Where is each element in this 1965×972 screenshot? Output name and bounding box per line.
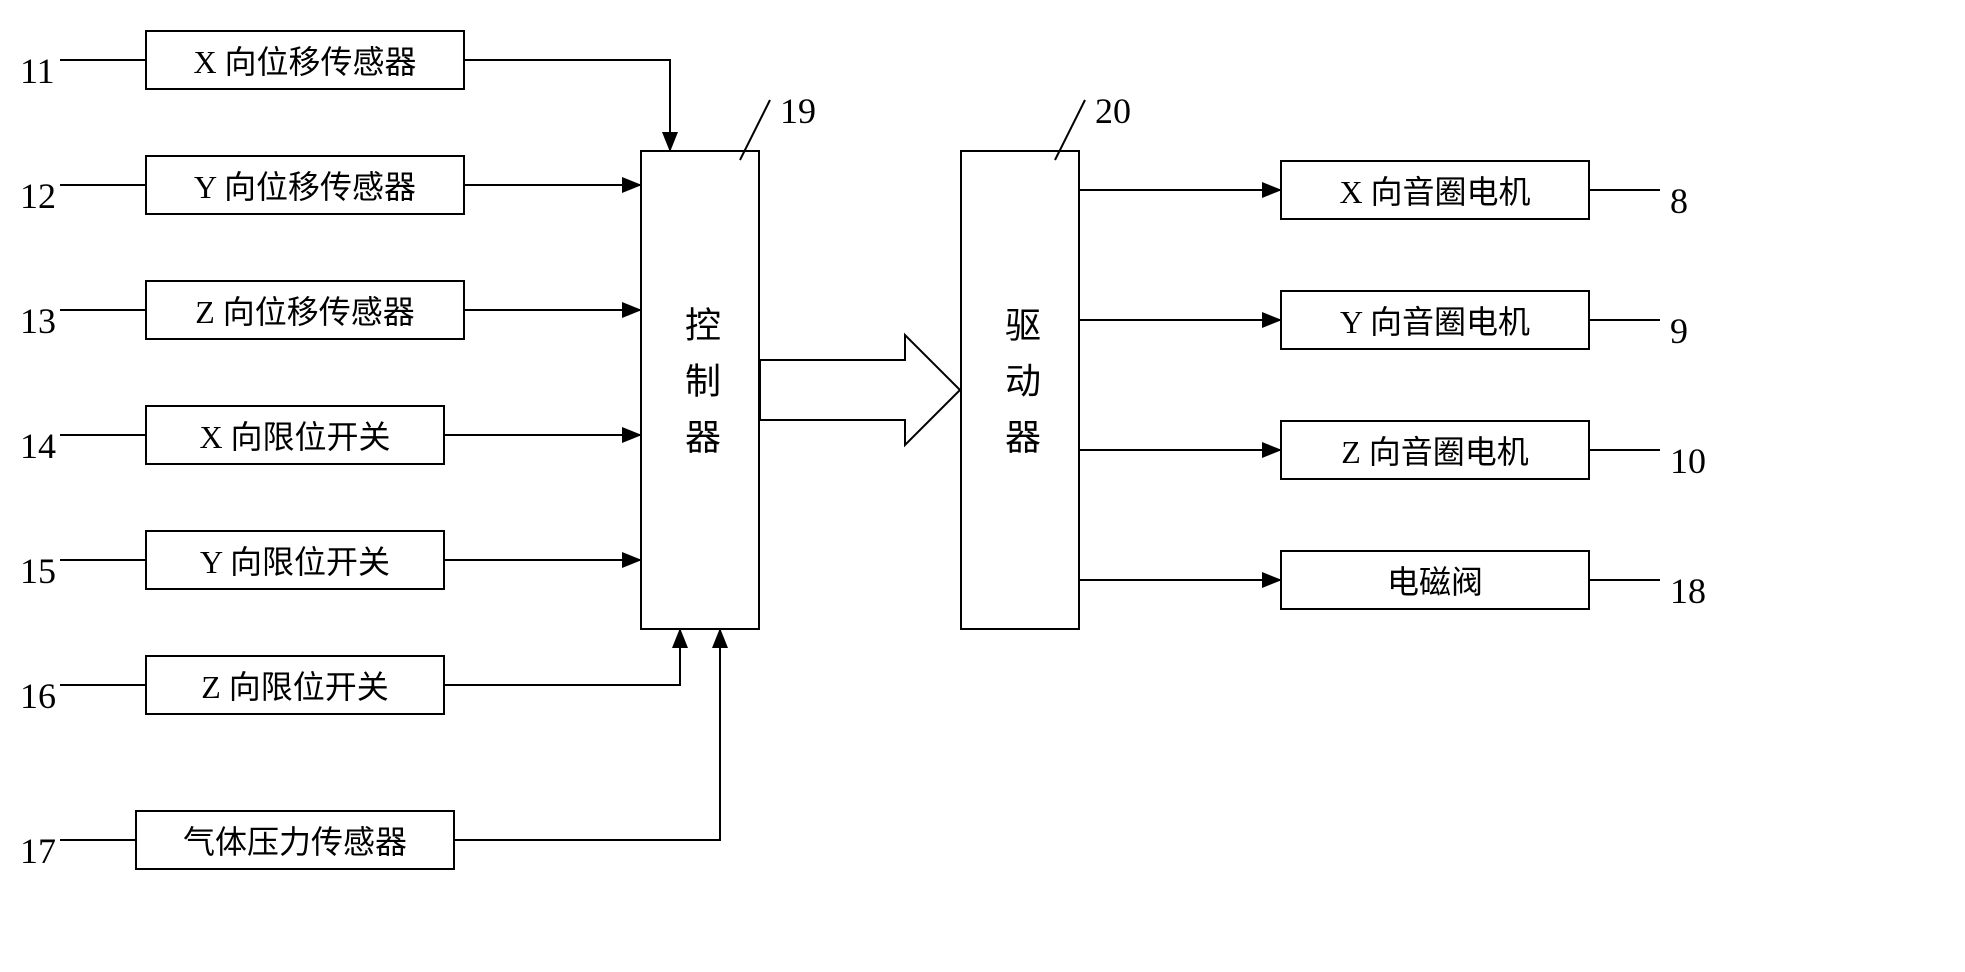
block-19: 控制器 [640, 150, 760, 630]
block-arrow [760, 335, 960, 445]
block-16: Z 向限位开关 [145, 655, 445, 715]
block-15: Y 向限位开关 [145, 530, 445, 590]
block-12: Y 向位移传感器 [145, 155, 465, 215]
block-17: 气体压力传感器 [135, 810, 455, 870]
block-8: X 向音圈电机 [1280, 160, 1590, 220]
label-13: 13 [20, 300, 56, 342]
block-11: X 向位移传感器 [145, 30, 465, 90]
block-10: Z 向音圈电机 [1280, 420, 1590, 480]
label-8: 8 [1670, 180, 1688, 222]
block-20: 驱动器 [960, 150, 1080, 630]
block-13: Z 向位移传感器 [145, 280, 465, 340]
label-16: 16 [20, 675, 56, 717]
block-18: 电磁阀 [1280, 550, 1590, 610]
label-14: 14 [20, 425, 56, 467]
label-10: 10 [1670, 440, 1706, 482]
label-12: 12 [20, 175, 56, 217]
label-19: 19 [780, 90, 816, 132]
label-9: 9 [1670, 310, 1688, 352]
block-9: Y 向音圈电机 [1280, 290, 1590, 350]
label-15: 15 [20, 550, 56, 592]
label-20: 20 [1095, 90, 1131, 132]
label-17: 17 [20, 830, 56, 872]
label-11: 11 [20, 50, 55, 92]
block-14: X 向限位开关 [145, 405, 445, 465]
label-18: 18 [1670, 570, 1706, 612]
